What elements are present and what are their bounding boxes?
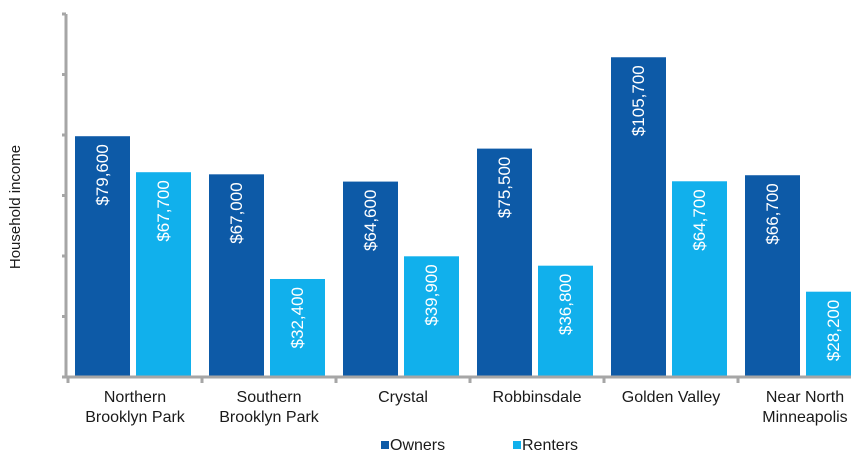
bar-renters xyxy=(136,172,191,377)
x-tick-label: Near North xyxy=(766,389,844,406)
bar-value-label: $32,400 xyxy=(288,287,307,348)
legend-label-owners: Owners xyxy=(390,437,445,453)
bar-value-label: $64,600 xyxy=(361,190,380,251)
bar-renters xyxy=(404,256,459,377)
bar-renters xyxy=(806,291,851,377)
x-tick-label: Golden Valley xyxy=(622,389,720,406)
bar-renters xyxy=(538,265,593,377)
bar-value-label: $67,000 xyxy=(227,182,246,243)
bar-value-label: $66,700 xyxy=(763,183,782,244)
bar-value-label: $36,800 xyxy=(556,274,575,335)
x-tick-label: Robbinsdale xyxy=(493,389,582,406)
bar-owners xyxy=(343,181,398,377)
legend-label-renters: Renters xyxy=(522,437,578,453)
bar-owners xyxy=(477,148,532,377)
bar-value-label: $75,500 xyxy=(495,157,514,218)
x-tick-label: Brooklyn Park xyxy=(85,409,186,426)
bar-value-label: $79,600 xyxy=(93,144,112,205)
bar-value-label: $64,700 xyxy=(690,189,709,250)
bar-owners xyxy=(745,175,800,377)
x-tick-label: Minneapolis xyxy=(762,409,847,426)
x-tick-label: Crystal xyxy=(378,389,428,406)
bar-renters xyxy=(270,278,325,377)
bar-owners xyxy=(611,57,666,377)
bar-value-label: $67,700 xyxy=(154,180,173,241)
legend-swatch-renters xyxy=(513,441,521,449)
bar-owners xyxy=(75,136,130,377)
legend-swatch-owners xyxy=(381,441,389,449)
x-tick-label: Brooklyn Park xyxy=(219,409,320,426)
x-tick-label: Northern xyxy=(104,389,166,406)
bar-renters xyxy=(672,181,727,377)
bar-value-label: $28,200 xyxy=(824,300,843,361)
x-tick-label: Southern xyxy=(237,389,302,406)
y-axis-title: Household income xyxy=(7,145,24,269)
bar-value-label: $105,700 xyxy=(629,65,648,136)
bar-owners xyxy=(209,174,264,377)
bar-value-label: $39,900 xyxy=(422,264,441,325)
